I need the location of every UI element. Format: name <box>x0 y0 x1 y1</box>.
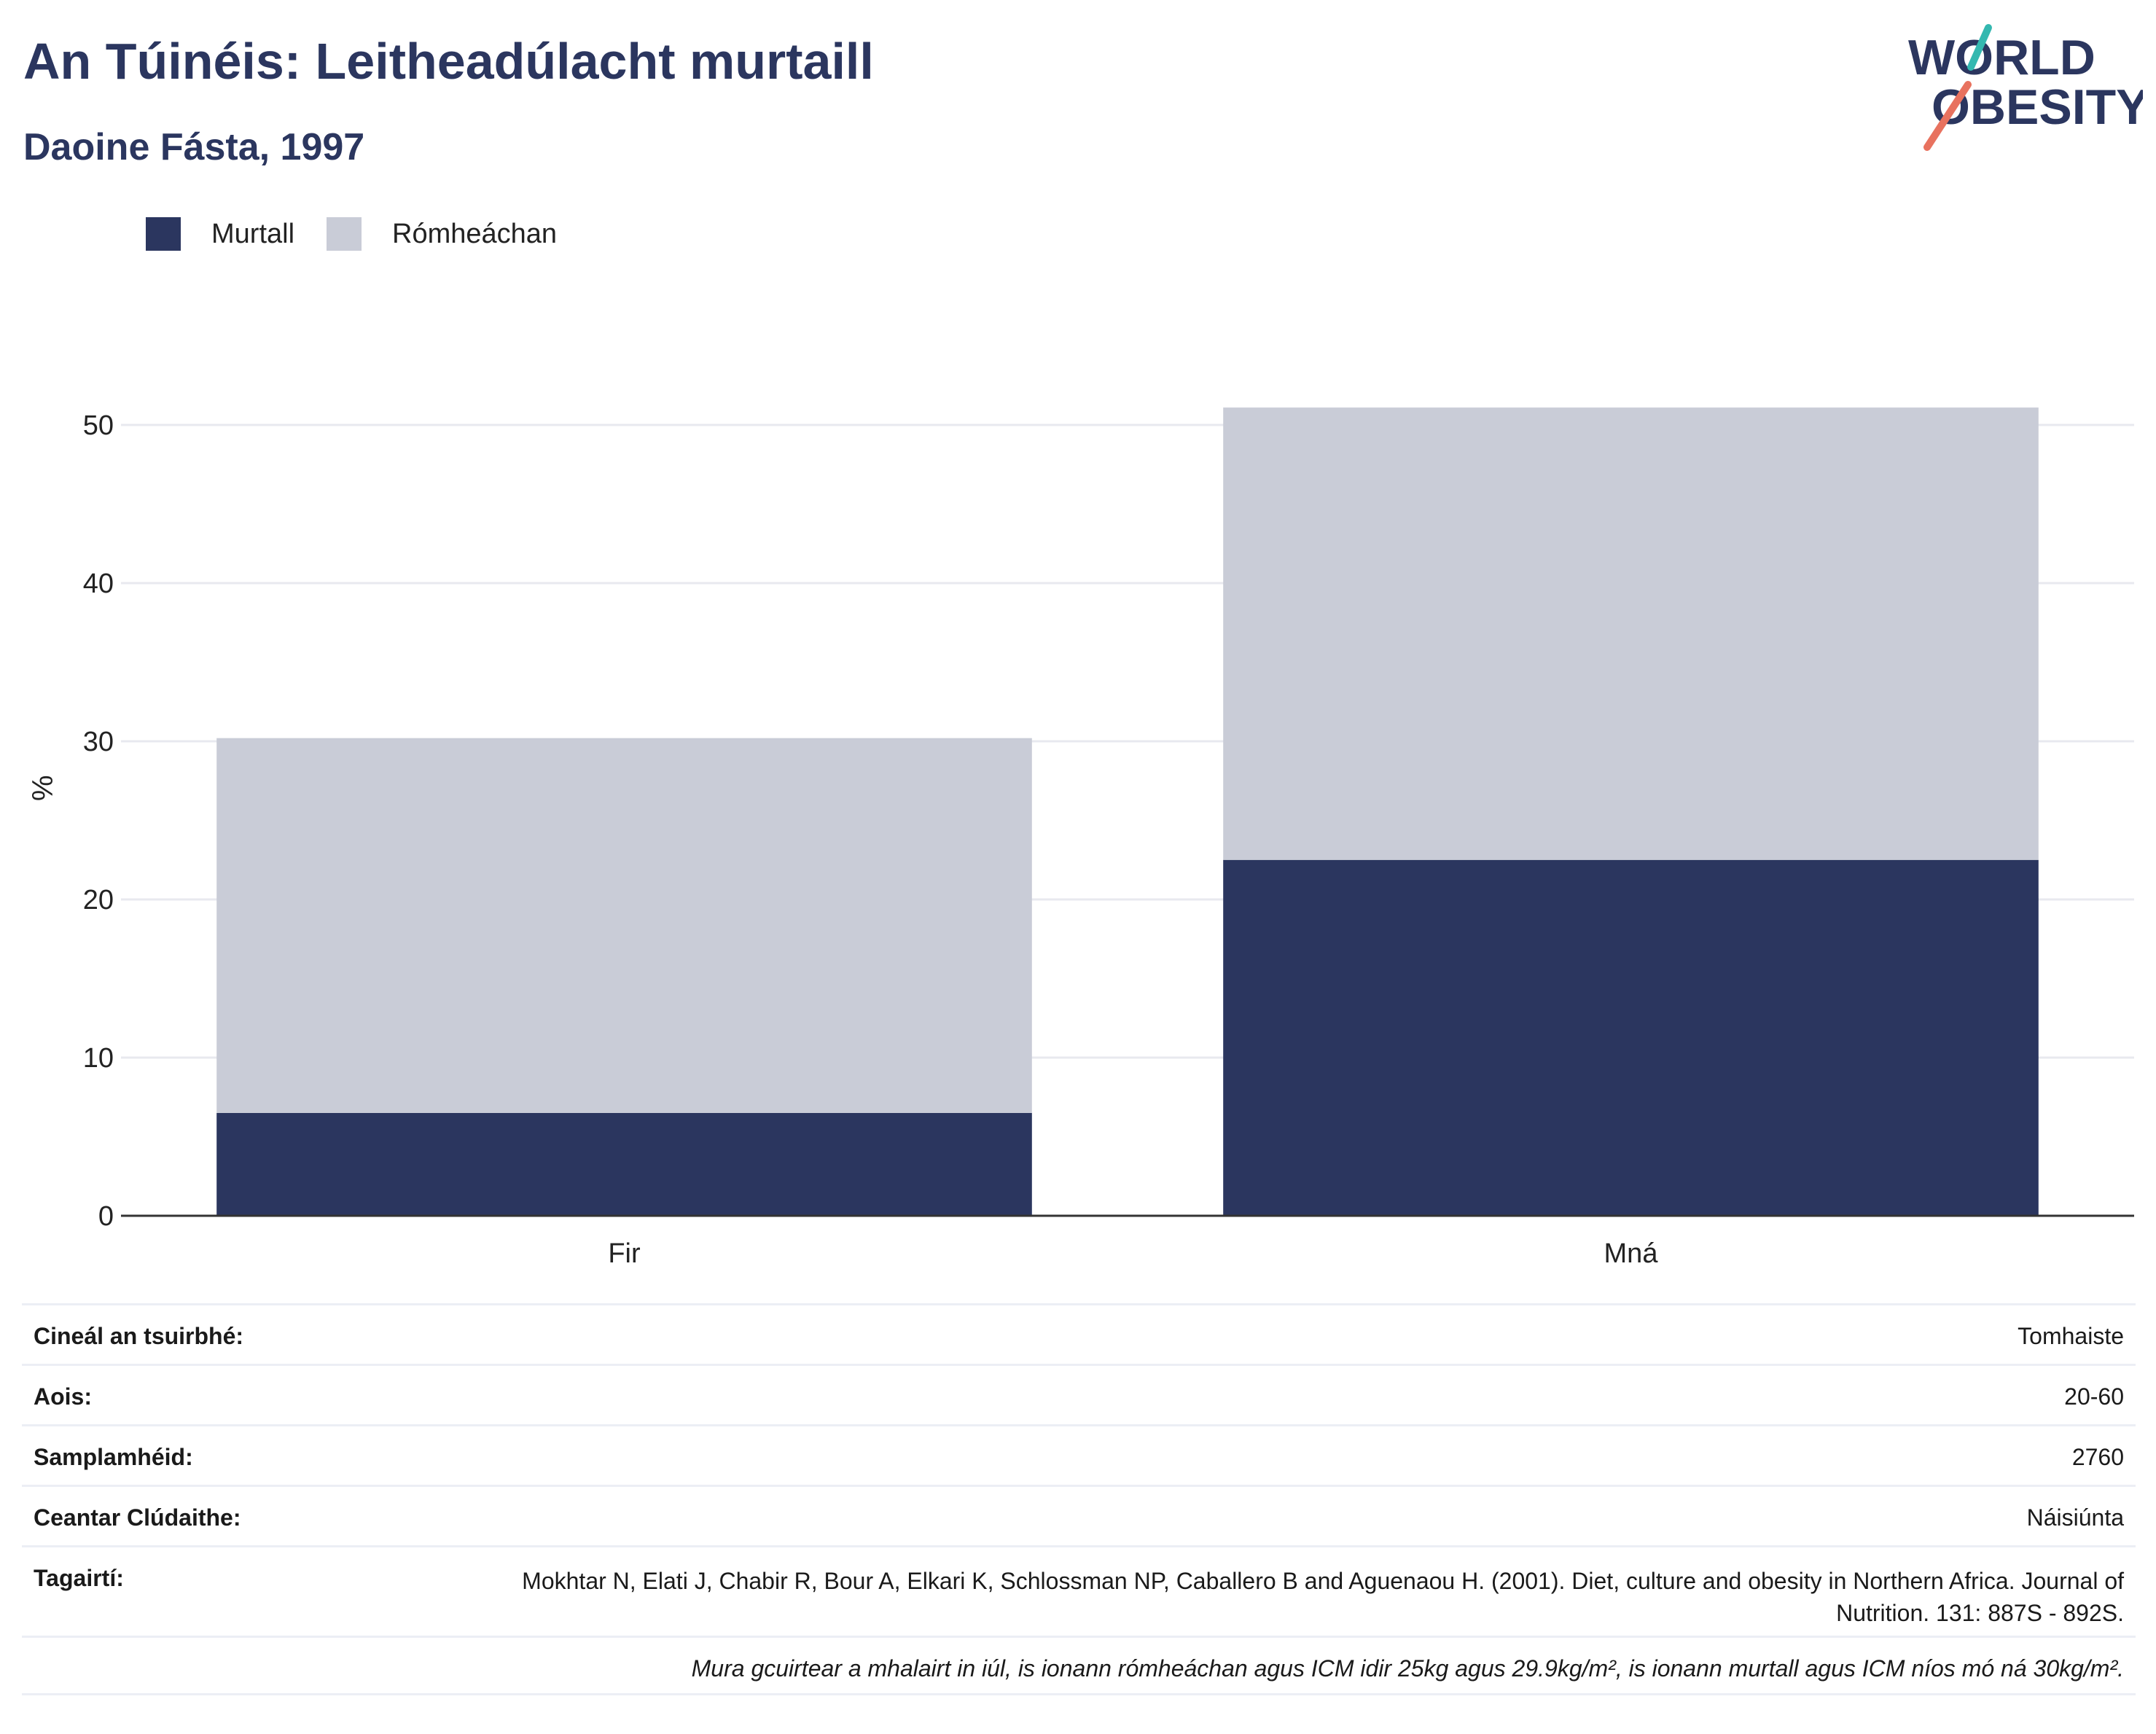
age-row: Aois: 20-60 <box>22 1364 2136 1424</box>
references-row: Tagairtí: Mokhtar N, Elati J, Chabir R, … <box>22 1545 2136 1636</box>
bar-chart: 0 10 20 30 40 50% Fir Mná <box>27 407 2134 1268</box>
legend-label-obese: Murtall <box>211 218 295 249</box>
survey-type-value: Tomhaiste <box>2018 1323 2124 1349</box>
age-label: Aois: <box>34 1383 92 1410</box>
y-tick-label-0: 0 <box>98 1201 114 1232</box>
survey-info-table: Cineál an tsuirbhé: Tomhaiste Aois: 20-6… <box>22 1303 2136 1695</box>
sample-size-value: 2760 <box>2071 1444 2124 1470</box>
definition-note-row: Mura gcuirtear a mhalairt in iúl, is ion… <box>22 1636 2136 1695</box>
y-tick-label-30: 30 <box>83 727 114 757</box>
chart-subtitle: Daoine Fásta, 1997 <box>23 126 365 168</box>
y-tick-label-40: 40 <box>83 569 114 599</box>
legend-item-overweight[interactable]: Rómheáchan <box>327 217 557 251</box>
survey-type-label: Cineál an tsuirbhé: <box>34 1323 244 1349</box>
bar-fir-romheachan <box>216 738 1032 1113</box>
survey-type-row: Cineál an tsuirbhé: Tomhaiste <box>22 1303 2136 1364</box>
area-covered-row: Ceantar Clúdaithe: Náisiúnta <box>22 1485 2136 1545</box>
x-tick-label-0: Fir <box>608 1238 641 1268</box>
area-covered-label: Ceantar Clúdaithe: <box>34 1504 241 1531</box>
logo-slash-teal <box>1967 24 1992 71</box>
sample-size-row: Samplamhéid: 2760 <box>22 1424 2136 1485</box>
legend: Murtall Rómheáchan <box>146 217 589 251</box>
legend-swatch-overweight <box>327 217 362 251</box>
chart-title: An Túinéis: Leitheadúlacht murtaill <box>23 33 874 90</box>
sample-size-label: Samplamhéid: <box>34 1444 193 1470</box>
y-tick-label-50: 50 <box>83 410 114 441</box>
age-value: 20-60 <box>2064 1383 2124 1410</box>
legend-item-obese[interactable]: Murtall <box>146 217 294 251</box>
bar-mná-murtall <box>1223 859 2039 1216</box>
y-tick-label-10: 10 <box>83 1043 114 1074</box>
definition-note: Mura gcuirtear a mhalairt in iúl, is ion… <box>691 1655 2124 1682</box>
logo-slash-coral <box>1923 81 1972 151</box>
legend-label-overweight: Rómheáchan <box>392 218 558 249</box>
y-tick-label-20: 20 <box>83 885 114 915</box>
area-covered-value: Náisiúnta <box>2026 1504 2124 1531</box>
legend-swatch-obese <box>146 217 181 251</box>
references-label: Tagairtí: <box>34 1565 124 1591</box>
logo-word-1: WORLD <box>1908 30 2096 85</box>
x-tick-label-1: Mná <box>1604 1238 1659 1268</box>
y-axis-title: % <box>27 775 59 801</box>
bar-mná-romheachan <box>1223 407 2039 860</box>
world-obesity-logo: WORLD OBESITY <box>1908 24 2143 151</box>
references-value[interactable]: Mokhtar N, Elati J, Chabir R, Bour A, El… <box>522 1568 2124 1626</box>
bar-fir-murtall <box>216 1112 1032 1216</box>
